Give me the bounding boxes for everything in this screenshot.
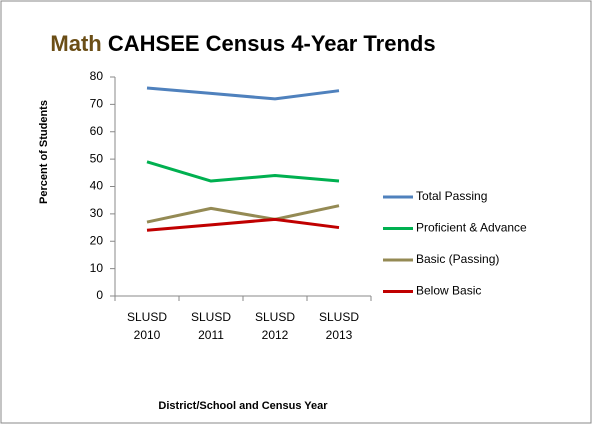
series-line — [146, 204, 340, 224]
x-tick-label: SLUSD 2011 — [190, 310, 231, 342]
x-axis-label: District/School and Census Year — [158, 400, 328, 412]
legend-label: Basic (Passing) — [416, 252, 499, 266]
legend-label: Total Passing — [416, 189, 487, 203]
y-tick-label: 80 — [90, 69, 104, 83]
y-tick-label: 10 — [90, 261, 104, 275]
y-tick-label: 30 — [90, 206, 104, 220]
x-tick-label: SLUSD 2013 — [318, 310, 359, 342]
y-tick-label: 20 — [90, 233, 104, 247]
y-tick-label: 40 — [90, 179, 104, 193]
series-line — [146, 217, 340, 232]
title-part: Math — [50, 31, 101, 56]
y-tick-label: 0 — [96, 288, 103, 302]
series-line — [146, 160, 340, 183]
legend-label: Proficient & Advance — [416, 221, 527, 235]
y-tick-label: 70 — [90, 97, 104, 111]
y-axis-label: Percent of Students — [38, 100, 50, 204]
chart-title: Math CAHSEE Census 4-Year Trends — [50, 31, 435, 56]
x-tick-label: SLUSD 2010 — [126, 310, 167, 342]
y-tick-label: 50 — [90, 151, 104, 165]
legend-label: Below Basic — [416, 284, 481, 298]
series-line — [146, 86, 340, 101]
y-tick-label: 60 — [90, 124, 104, 138]
title-part: CAHSEE Census 4-Year Trends — [108, 31, 436, 56]
x-tick-label: SLUSD 2012 — [254, 310, 295, 342]
